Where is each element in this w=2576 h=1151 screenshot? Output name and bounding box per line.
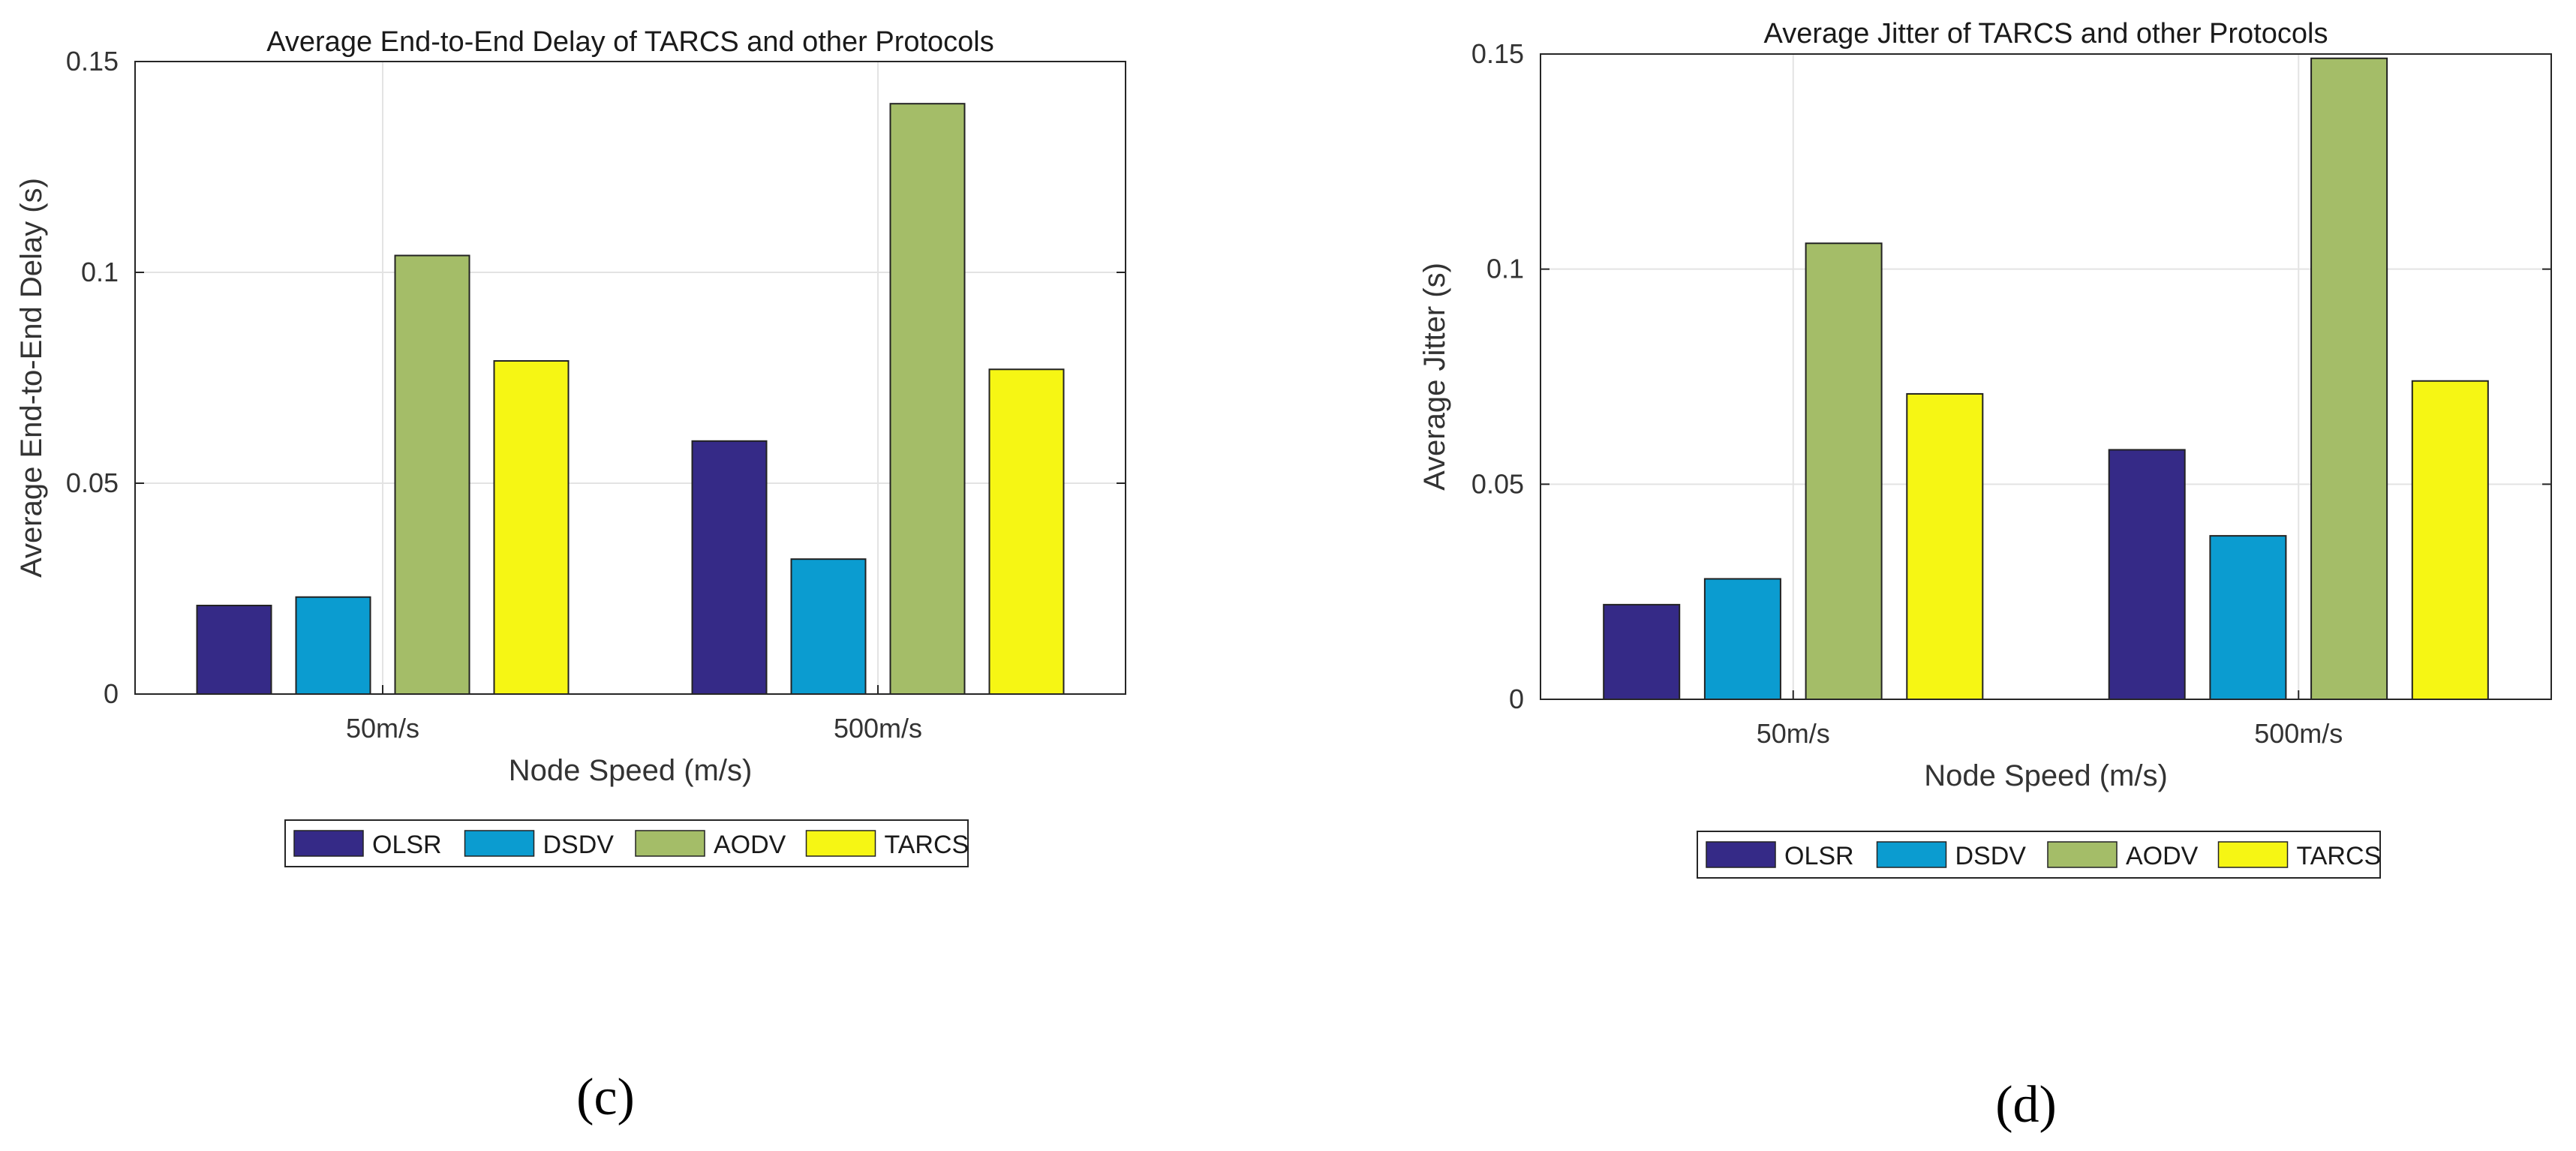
legend-swatch-olsr [293,830,364,857]
bar-aodv-500m-s [2310,57,2388,700]
legend-swatch-olsr [1706,841,1776,868]
y-axis-label: Average Jitter (s) [1418,263,1451,491]
bar-olsr-500m-s [2108,449,2186,700]
bar-olsr-50m-s [1603,603,1681,700]
bar-dsdv-50m-s [295,596,371,695]
bar-tarcs-50m-s [493,360,570,695]
bar-dsdv-500m-s [790,558,867,695]
plot-area [135,62,1126,694]
legend: OLSR DSDV AODV TARCS [284,819,969,867]
y-tick-label: 0.15 [1471,38,1524,69]
legend-label-aodv: AODV [2126,842,2199,870]
x-axis-label: Node Speed (m/s) [509,754,753,787]
bar-dsdv-500m-s [2209,535,2287,701]
x-tick-label: 50m/s [1757,718,1830,749]
y-axis-label: Average End-to-End Delay (s) [15,178,48,578]
legend-label-olsr: OLSR [372,831,442,859]
legend-label-tarcs: TARCS [2297,842,2382,870]
x-axis-label: Node Speed (m/s) [1924,759,2168,792]
bar-olsr-500m-s [691,440,768,695]
chart-title: Average End-to-End Delay of TARCS and ot… [266,26,994,58]
x-tick-label: 500m/s [2254,718,2343,749]
legend-label-dsdv: DSDV [543,831,615,859]
plot-area [1540,54,2551,699]
bar-aodv-50m-s [394,254,470,695]
legend-swatch-aodv [2047,841,2118,868]
axes-frame [134,61,1126,695]
bar-aodv-50m-s [1805,242,1883,700]
y-tick-label: 0 [1509,684,1524,714]
bar-tarcs-50m-s [1906,392,1984,701]
axes-frame [1540,53,2552,700]
legend-label-dsdv: DSDV [1955,842,2027,870]
chart-title: Average Jitter of TARCS and other Protoc… [1764,18,2328,50]
legend-swatch-dsdv [464,830,535,857]
x-tick-label: 50m/s [346,713,419,744]
x-tick-label: 500m/s [834,713,922,744]
bar-dsdv-50m-s [1703,578,1781,701]
y-tick-label: 0 [104,678,119,709]
legend-label-olsr: OLSR [1784,842,1854,870]
y-tick-label: 0.1 [81,257,119,287]
y-tick-label: 0.05 [66,467,119,498]
y-tick-label: 0.15 [66,46,119,77]
bar-olsr-50m-s [196,604,272,695]
legend-label-aodv: AODV [714,831,786,859]
y-tick-label: 0.05 [1471,468,1524,499]
panel-label-d: (d) [1995,1076,2057,1134]
legend-swatch-aodv [635,830,705,857]
legend-swatch-dsdv [1876,841,1947,868]
bar-aodv-500m-s [889,103,966,695]
y-tick-label: 0.1 [1486,254,1524,284]
legend: OLSR DSDV AODV TARCS [1697,831,2382,879]
chart-c-end-to-end-delay: 0 0.05 0.1 0.15 50m/s 500m/s Average End-to-En… [15,26,1126,867]
bar-tarcs-500m-s [988,368,1065,695]
legend-swatch-tarcs [2217,841,2289,868]
legend-swatch-tarcs [805,830,876,857]
chart-d-jitter: 0 0.05 0.1 0.15 50m/s 500m/s Average Jitter of… [1418,18,2552,879]
bar-tarcs-500m-s [2411,380,2489,700]
legend-label-tarcs: TARCS [885,831,969,859]
panel-label-c: (c) [576,1068,635,1126]
